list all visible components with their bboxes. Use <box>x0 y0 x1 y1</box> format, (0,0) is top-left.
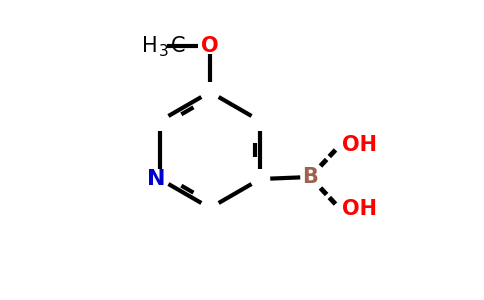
Text: OH: OH <box>342 199 377 219</box>
Text: O: O <box>201 36 219 56</box>
Text: H: H <box>142 35 158 56</box>
Text: C: C <box>171 35 185 56</box>
Text: N: N <box>147 169 165 189</box>
Text: 3: 3 <box>158 44 168 59</box>
Text: OH: OH <box>342 135 377 155</box>
Text: B: B <box>302 167 318 187</box>
